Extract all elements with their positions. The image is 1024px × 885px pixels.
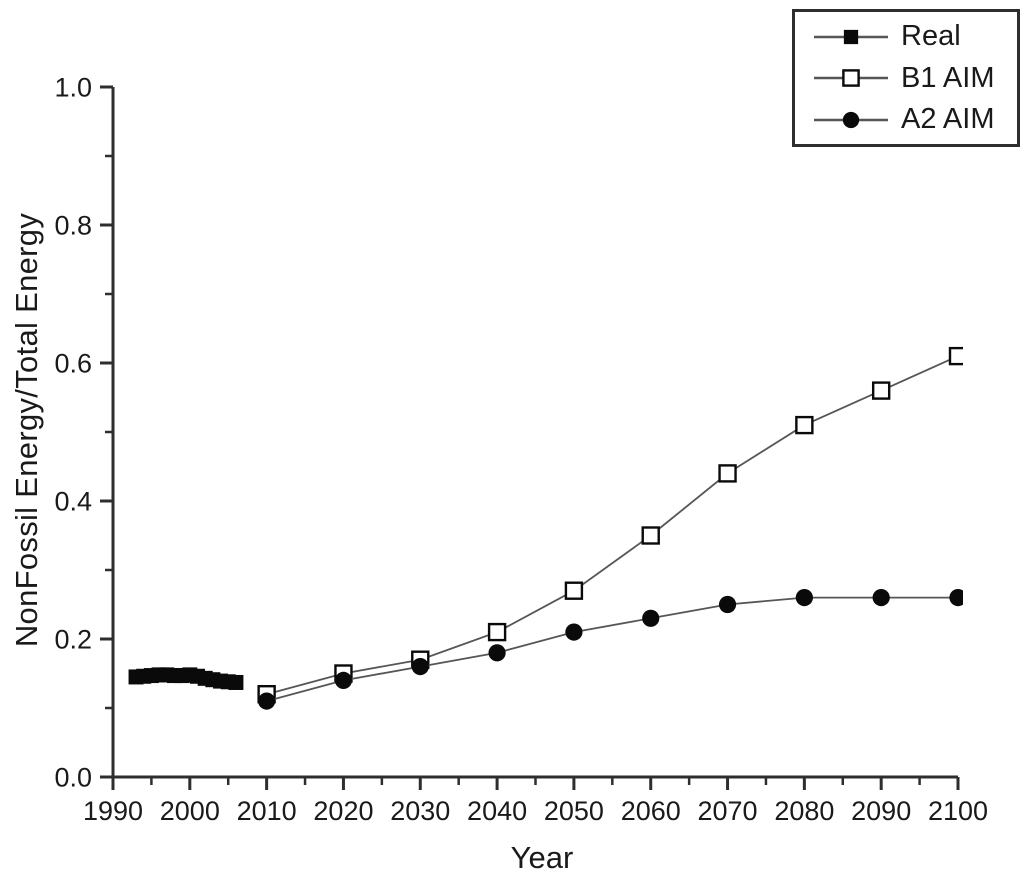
- filled-circle-marker: [411, 658, 429, 676]
- y-tick-label: 1.0: [54, 73, 92, 103]
- series-line-a2-aim: [266, 596, 958, 702]
- series-real: [128, 667, 244, 690]
- open-square-marker: [795, 415, 814, 435]
- axes-spines: [111, 87, 958, 779]
- x-tick-label: 2080: [774, 796, 834, 826]
- y-tick-label: 0.4: [54, 487, 92, 517]
- filled-square-marker: [843, 29, 859, 44]
- filled-circle-marker: [842, 111, 860, 128]
- legend: Real B1 AIM A2 AIM: [792, 9, 1020, 147]
- filled-circle-marker: [334, 671, 353, 690]
- filled-circle-marker: [488, 644, 506, 662]
- filled-square-icon: [814, 29, 888, 44]
- x-tick-label: 2090: [851, 796, 911, 826]
- x-tick-label: 2050: [544, 796, 604, 826]
- legend-item-b1-aim: B1 AIM: [812, 61, 1017, 95]
- open-square-marker: [948, 346, 963, 366]
- open-square-marker: [564, 581, 584, 600]
- legend-label-a2-aim: A2 AIM: [901, 103, 995, 135]
- open-square-marker: [641, 526, 660, 545]
- series-b1-aim: [257, 346, 963, 704]
- legend-item-a2-aim: A2 AIM: [812, 103, 1017, 137]
- filled-circle-marker: [795, 589, 813, 607]
- open-square-marker: [871, 381, 891, 400]
- legend-label-real: Real: [901, 20, 961, 52]
- y-tick-label: 0.0: [54, 763, 92, 793]
- x-tick-label: 2000: [160, 796, 220, 826]
- filled-circle-marker: [718, 595, 737, 614]
- legend-label-b1-aim: B1 AIM: [901, 61, 995, 94]
- open-square-marker: [718, 464, 737, 483]
- series-a2-aim: [258, 589, 963, 710]
- x-tick-label: 2020: [313, 796, 373, 826]
- filled-circle-marker: [949, 589, 963, 607]
- x-tick-label: 1990: [83, 796, 143, 826]
- y-axis-title: NonFossil Energy/Total Energy: [9, 212, 44, 648]
- filled-circle-marker: [872, 589, 890, 607]
- x-tick-label: 2030: [390, 796, 450, 826]
- x-tick-label: 2100: [928, 796, 988, 826]
- x-tick-label: 2010: [237, 796, 297, 826]
- filled-circle-icon: [814, 111, 888, 128]
- series-line-b1-aim: [266, 355, 959, 696]
- x-tick-label: 2070: [698, 796, 758, 826]
- open-square-icon: [814, 69, 888, 87]
- filled-circle-marker: [642, 609, 660, 627]
- filled-circle-marker: [565, 623, 583, 641]
- open-square-marker: [842, 69, 860, 87]
- open-square-marker: [487, 622, 507, 642]
- y-tick-label: 0.2: [54, 625, 92, 655]
- y-tick-label: 0.8: [54, 211, 92, 241]
- x-tick-label: 2060: [621, 796, 681, 826]
- filled-square-marker: [228, 674, 244, 690]
- y-tick-label: 0.6: [54, 349, 92, 379]
- x-axis-title: Year: [510, 840, 574, 875]
- x-tick-label: 2040: [467, 796, 527, 826]
- filled-circle-marker: [258, 692, 276, 710]
- legend-item-real: Real: [812, 20, 1017, 54]
